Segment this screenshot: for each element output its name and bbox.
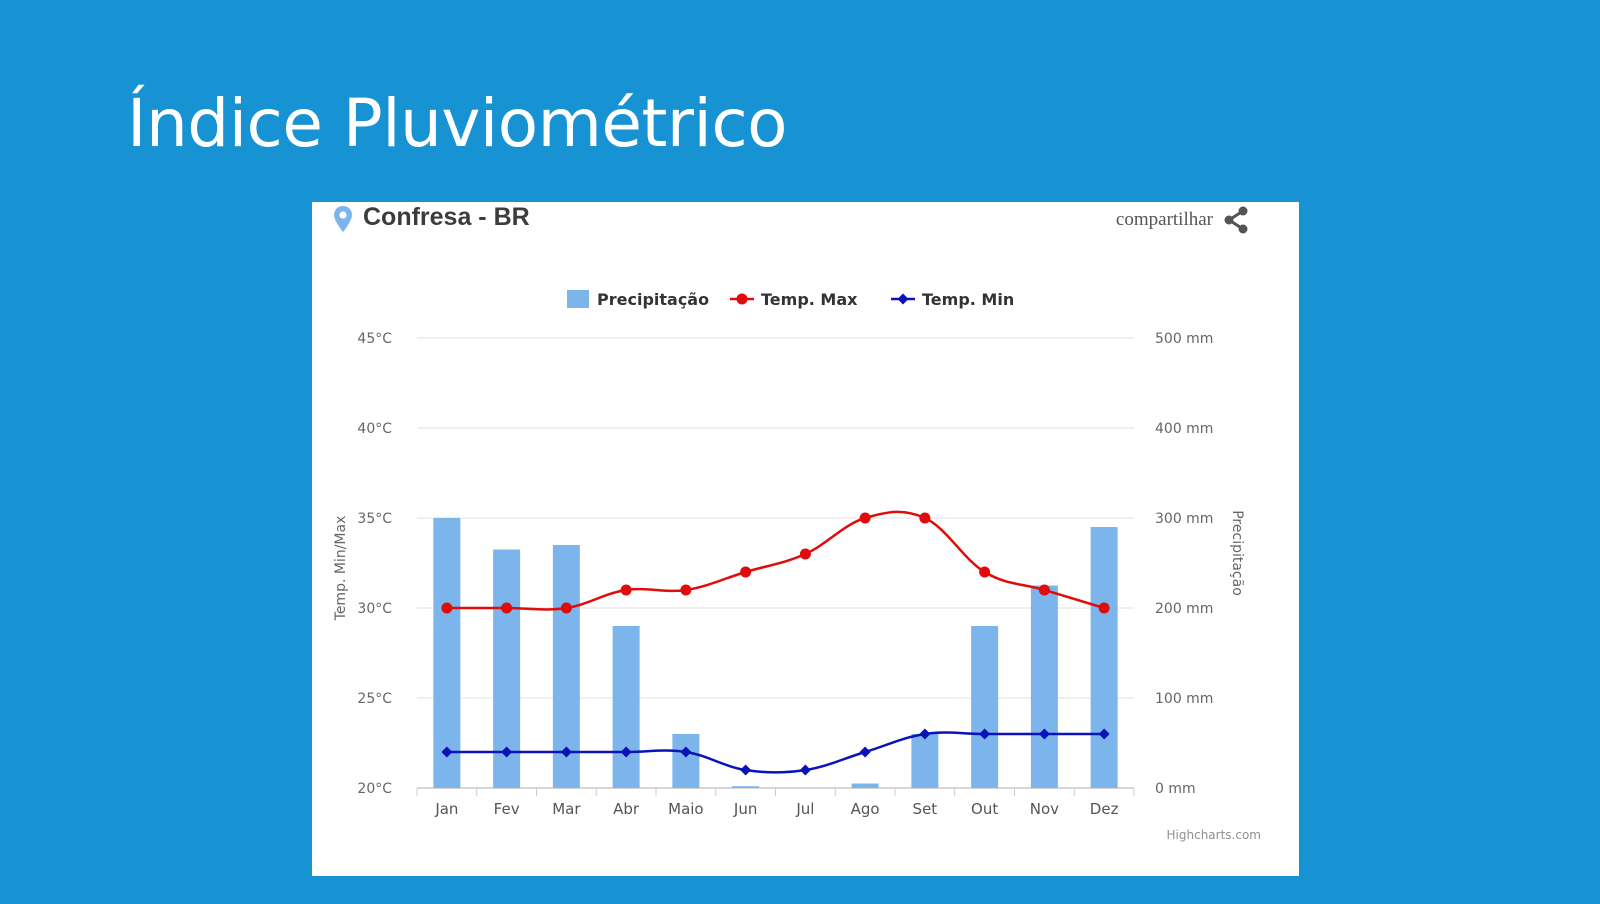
location-title: Confresa - BR bbox=[363, 203, 530, 231]
temp-max-point bbox=[620, 584, 632, 596]
temp-min-point bbox=[919, 728, 931, 740]
right-axis-tick-label: 500 mm bbox=[1155, 331, 1213, 347]
chart-legend: Precipitação Temp. Max Temp. Min bbox=[567, 290, 1014, 309]
precipitation-bar bbox=[851, 783, 879, 788]
share-label: compartilhar bbox=[1115, 209, 1213, 230]
x-axis-label: Nov bbox=[1030, 800, 1059, 818]
left-axis-tick-label: 45°C bbox=[357, 331, 392, 347]
temp-min-point bbox=[1038, 728, 1050, 740]
temp-min-point bbox=[799, 764, 811, 776]
temp-min-point bbox=[859, 746, 871, 758]
temp-max-point bbox=[859, 512, 871, 524]
precipitation-bar bbox=[672, 734, 700, 788]
left-axis-title: Temp. Min/Max bbox=[333, 516, 349, 622]
legend-precipitation-swatch bbox=[567, 290, 589, 308]
left-axis-tick-label: 20°C bbox=[357, 781, 392, 797]
temp-max-point bbox=[979, 566, 991, 578]
share-icon bbox=[1224, 206, 1248, 234]
left-axis-tick-label: 25°C bbox=[357, 691, 392, 707]
temp-min-point bbox=[441, 746, 453, 758]
x-axis-label: Jul bbox=[795, 800, 814, 818]
temp-max-point bbox=[1038, 584, 1050, 596]
temp-min-point bbox=[680, 746, 692, 758]
x-axis-label: Fev bbox=[494, 800, 520, 818]
temp-min-point bbox=[740, 764, 752, 776]
precipitation-bar bbox=[971, 626, 999, 788]
legend-temp-max-marker bbox=[736, 293, 748, 305]
card-header: Confresa - BR compartilhar bbox=[312, 202, 1299, 242]
left-axis-tick-label: 35°C bbox=[357, 511, 392, 527]
x-axis-label: Jan bbox=[434, 800, 458, 818]
temp-max-point bbox=[1098, 602, 1110, 614]
right-axis-tick-label: 200 mm bbox=[1155, 601, 1213, 617]
climate-chart: 20°C 0 mm 25°C 100 mm 30°C 200 mm 35°C 300 mm 40… bbox=[333, 290, 1245, 818]
temp-max-point bbox=[441, 602, 453, 614]
x-axis-label: Set bbox=[913, 800, 938, 818]
precipitation-bar bbox=[1030, 585, 1058, 788]
precipitation-bar bbox=[1090, 527, 1118, 788]
right-axis-title: Precipitação bbox=[1229, 510, 1245, 596]
temp-min-point bbox=[620, 746, 632, 758]
x-axis-label: Out bbox=[971, 800, 998, 818]
temp-max-point bbox=[680, 584, 692, 596]
right-axis-tick-label: 400 mm bbox=[1155, 421, 1213, 437]
temp-max-point bbox=[799, 548, 811, 560]
temp-max-point bbox=[560, 602, 572, 614]
temp-max-line bbox=[446, 510, 1105, 611]
highcharts-credit[interactable]: Highcharts.com bbox=[1166, 828, 1261, 842]
slide-title: Índice Pluviométrico bbox=[127, 85, 788, 162]
precipitation-bar bbox=[732, 786, 760, 788]
legend-precipitation-label: Precipitação bbox=[597, 290, 709, 309]
temp-max-point bbox=[740, 566, 752, 578]
precipitation-bar bbox=[911, 734, 939, 788]
x-axis-label: Mar bbox=[552, 800, 581, 818]
temp-min-point bbox=[560, 746, 572, 758]
right-axis-tick-label: 100 mm bbox=[1155, 691, 1213, 707]
share-button[interactable]: compartilhar bbox=[1116, 205, 1251, 235]
x-axis-label: Maio bbox=[668, 800, 703, 818]
temp-min-line bbox=[446, 731, 1105, 774]
legend-temp-min-marker bbox=[897, 293, 909, 305]
temp-max-point bbox=[501, 602, 513, 614]
x-axis-label: Ago bbox=[851, 800, 880, 818]
x-axis-label: Abr bbox=[613, 800, 640, 818]
left-axis-tick-label: 40°C bbox=[357, 421, 392, 437]
weather-chart-card: Confresa - BR compartilhar 20°C 0 mm 25°C 1… bbox=[312, 202, 1299, 876]
temp-min-point bbox=[501, 746, 513, 758]
temp-min-point bbox=[979, 728, 991, 740]
left-axis-tick-label: 30°C bbox=[357, 601, 392, 617]
right-axis-tick-label: 300 mm bbox=[1155, 511, 1213, 527]
temp-min-point bbox=[1098, 728, 1110, 740]
map-pin-icon bbox=[334, 206, 352, 232]
legend-temp-max-label: Temp. Max bbox=[761, 290, 858, 309]
right-axis-tick-label: 0 mm bbox=[1155, 781, 1196, 797]
temp-max-point bbox=[919, 512, 931, 524]
x-axis-label: Dez bbox=[1090, 800, 1119, 818]
legend-temp-min-label: Temp. Min bbox=[922, 290, 1014, 309]
precipitation-bar bbox=[433, 518, 461, 788]
precipitation-bar bbox=[612, 626, 640, 788]
x-axis-label: Jun bbox=[733, 800, 757, 818]
